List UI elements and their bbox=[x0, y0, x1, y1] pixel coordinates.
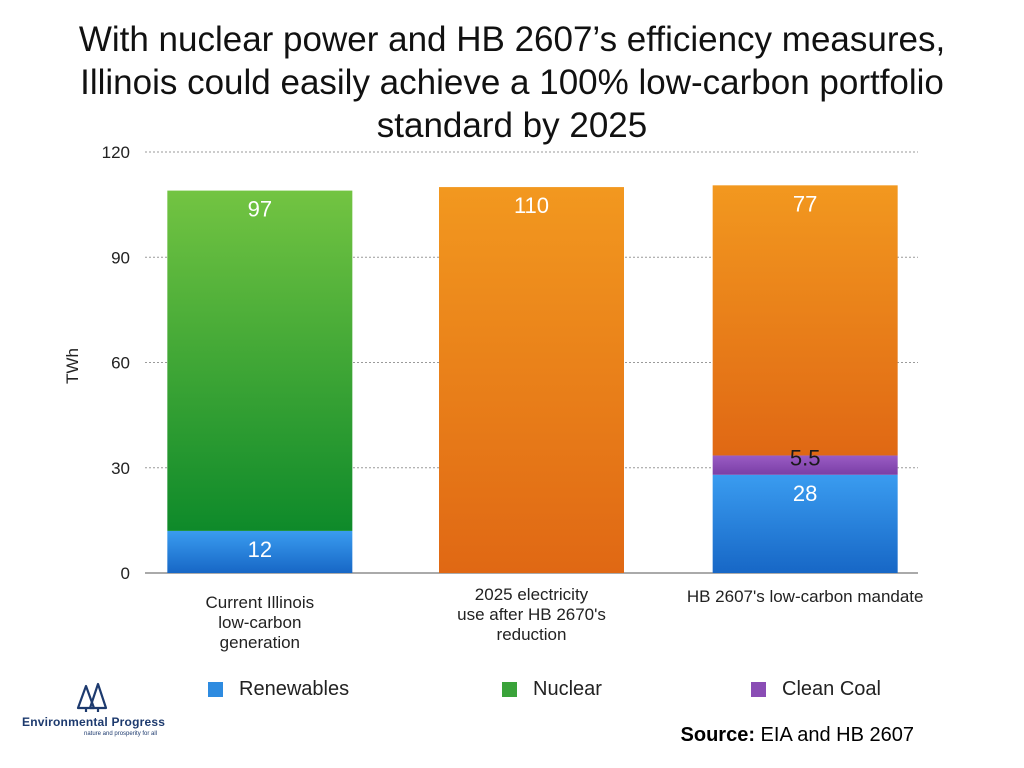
legend-item-nuclear: Nuclear bbox=[502, 678, 602, 701]
y-tick-label: 60 bbox=[111, 354, 130, 373]
x-category-label: reduction bbox=[497, 625, 567, 644]
legend-label-nuclear: Nuclear bbox=[533, 678, 602, 700]
environmental-progress-logo-icon bbox=[76, 682, 108, 712]
source-label: Source: bbox=[680, 724, 755, 746]
x-category-label: HB 2607's low-carbon mandate bbox=[687, 587, 924, 606]
bar-segment bbox=[712, 455, 898, 475]
legend-label-renewables: Renewables bbox=[239, 678, 350, 700]
bar-segment bbox=[712, 474, 898, 573]
bar-segment bbox=[439, 187, 624, 574]
legend-label-clean-coal: Clean Coal bbox=[782, 678, 881, 700]
source-text: EIA and HB 2607 bbox=[754, 724, 914, 746]
x-category-label: generation bbox=[220, 633, 300, 652]
y-tick-label: 30 bbox=[111, 459, 130, 478]
x-category-label: use after HB 2670's bbox=[457, 605, 606, 624]
data-labels: 12 97 110 28 5.5 77 bbox=[248, 191, 821, 562]
legend-swatch-renewables bbox=[208, 682, 223, 697]
y-tick-label: 0 bbox=[121, 564, 130, 583]
bar-segment bbox=[167, 530, 353, 573]
data-label: 110 bbox=[514, 193, 549, 218]
data-label: 5.5 bbox=[790, 445, 821, 470]
data-label: 77 bbox=[793, 191, 817, 216]
x-category-label: 2025 electricity bbox=[475, 585, 589, 604]
legend-item-clean-coal: Clean Coal bbox=[751, 678, 881, 701]
legend-item-renewables: Renewables bbox=[208, 678, 349, 701]
y-axis-label: TWh bbox=[63, 348, 82, 384]
logo-name: Environmental Progress bbox=[22, 715, 166, 729]
data-label: 12 bbox=[248, 537, 272, 562]
y-axis-ticks: 0 30 60 90 120 bbox=[102, 143, 130, 583]
bars bbox=[167, 185, 898, 574]
source-note: Source: EIA and HB 2607 bbox=[681, 724, 914, 747]
legend-swatch-nuclear bbox=[502, 682, 517, 697]
y-tick-label: 90 bbox=[111, 248, 130, 267]
chart-title: With nuclear power and HB 2607’s efficie… bbox=[20, 18, 1004, 147]
chart-title-line-3: standard by 2025 bbox=[376, 106, 648, 145]
bar-segment bbox=[167, 190, 353, 531]
chart-title-line-1: With nuclear power and HB 2607’s efficie… bbox=[78, 20, 946, 59]
x-category-label: Current Illinois bbox=[206, 593, 315, 612]
legend-swatch-clean-coal bbox=[751, 682, 766, 697]
data-label: 97 bbox=[248, 197, 272, 222]
logo-tagline: nature and prosperity for all bbox=[84, 731, 158, 737]
y-tick-label: 120 bbox=[102, 143, 130, 162]
x-category-label: low-carbon bbox=[218, 613, 301, 632]
bar-segment bbox=[712, 185, 898, 456]
data-label: 28 bbox=[793, 481, 817, 506]
chart-title-line-2: Illinois could easily achieve a 100% low… bbox=[80, 63, 944, 102]
